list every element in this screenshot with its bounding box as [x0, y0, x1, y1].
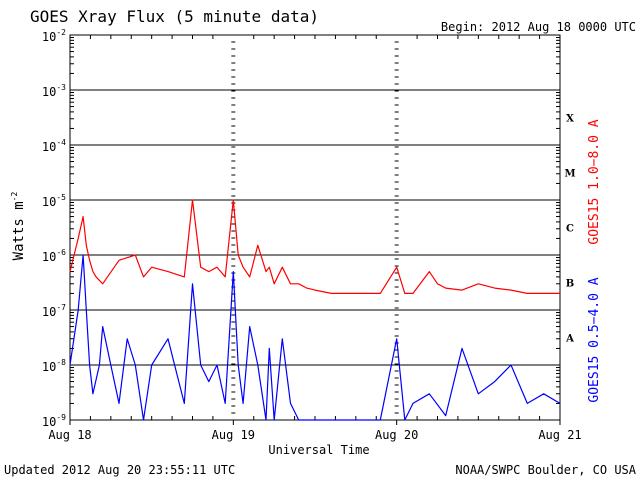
legend-long-channel-label: GOES15 1.0−8.0 A — [587, 119, 602, 244]
y-tick-label: 10-8 — [42, 358, 66, 374]
x-axis-label: Universal Time — [268, 443, 369, 457]
begin-time-label: Begin: 2012 Aug 18 0000 UTC — [441, 20, 636, 34]
series-short-channel-line — [69, 254, 561, 421]
y-tick-label: 10-7 — [42, 303, 66, 319]
updated-timestamp: Updated 2012 Aug 20 23:55:11 UTC — [4, 463, 235, 477]
flare-class-label: B — [566, 279, 574, 290]
x-tick-label: Aug 18 — [48, 428, 91, 442]
source-credit: NOAA/SWPC Boulder, CO USA — [455, 463, 636, 477]
y-tick-label: 10-5 — [42, 193, 66, 209]
legend-short-channel: GOES15 0.5−4.0 A — [587, 277, 602, 402]
flare-class-label: C — [566, 224, 574, 235]
y-tick-label: 10-3 — [42, 83, 66, 99]
flare-class-label: A — [565, 334, 574, 345]
y-tick-label: 10-9 — [42, 413, 66, 429]
x-tick-label: Aug 19 — [212, 428, 255, 442]
flare-class-label: X — [566, 114, 574, 125]
plot-area: 10-9 10-8 10-7 10-6 10-5 10-4 10-3 10-2 Aug 18 Au… — [42, 28, 582, 442]
y-axis-label: Watts m-2 — [10, 191, 27, 260]
y-axis-label-main: Watts m — [11, 201, 27, 260]
series-long-channel-line — [69, 199, 560, 294]
svg-text:Watts m-2: Watts m-2 — [10, 191, 27, 260]
legend-short-channel-label: GOES15 0.5−4.0 A — [587, 277, 602, 402]
chart-title: GOES Xray Flux (5 minute data) — [30, 7, 319, 26]
legend-long-channel: GOES15 1.0−8.0 A — [587, 119, 602, 244]
y-tick-label: 10-6 — [42, 248, 66, 264]
x-tick-label: Aug 20 — [375, 428, 418, 442]
y-tick-label: 10-4 — [42, 138, 66, 154]
y-axis-label-exponent: -2 — [10, 191, 19, 201]
x-tick-label: Aug 21 — [538, 428, 581, 442]
y-tick-label: 10-2 — [42, 28, 66, 44]
flare-class-label: M — [564, 169, 575, 180]
